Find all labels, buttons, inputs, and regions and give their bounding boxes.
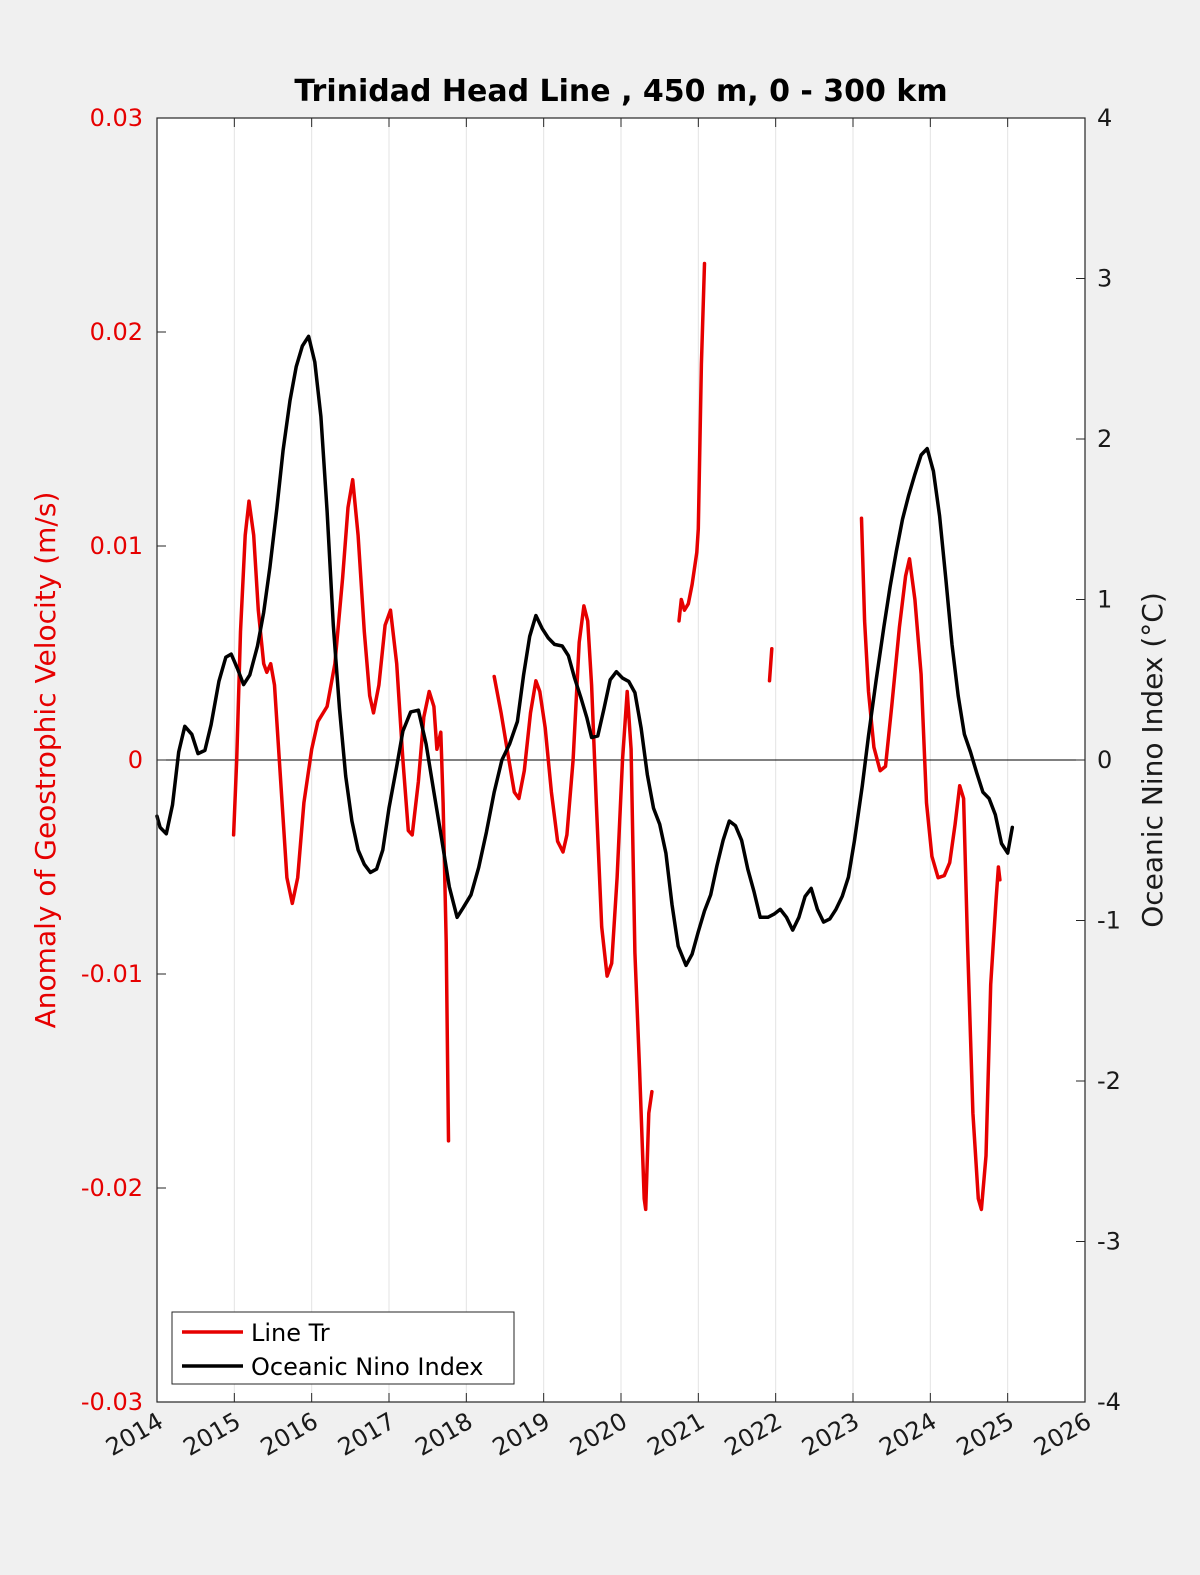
legend-label-line-tr: Line Tr	[251, 1319, 330, 1347]
series-layer	[155, 261, 1015, 1212]
y-right-tick-label: -1	[1097, 907, 1121, 935]
y-left-tick-label: -0.01	[81, 960, 143, 988]
chart-title: Trinidad Head Line , 450 m, 0 - 300 km	[294, 74, 947, 109]
y-left-tick-label: -0.03	[81, 1388, 143, 1416]
legend: Line Tr Oceanic Nino Index	[171, 1311, 515, 1385]
line-tr-series-segment	[492, 604, 654, 1212]
y-right-tick-label: -3	[1097, 1228, 1121, 1256]
y-right-tick-label: 0	[1097, 746, 1112, 774]
y-left-tick-label: 0.02	[90, 318, 143, 346]
y-right-tick-label: -2	[1097, 1067, 1121, 1095]
y-right-tick-label: 3	[1097, 265, 1112, 293]
legend-box	[171, 1311, 515, 1385]
line-tr-series-segment	[231, 477, 451, 1143]
y-left-tick-label: 0	[128, 746, 143, 774]
y-axis-left-label: Anomaly of Geostrophic Velocity (m/s)	[29, 492, 62, 1029]
line-tr-series-segment	[859, 516, 1002, 1212]
y-right-tick-label: 2	[1097, 425, 1112, 453]
y-left-tick-label: 0.03	[90, 104, 143, 132]
oni-series-segment	[155, 334, 1015, 968]
y-right-tick-label: 1	[1097, 586, 1112, 614]
y-axis-right-label: Oceanic Nino Index (°C)	[1136, 592, 1169, 928]
y-right-tick-label: 4	[1097, 104, 1112, 132]
y-right-tick-label: -4	[1097, 1388, 1121, 1416]
line-tr-series-segment	[767, 646, 774, 683]
y-left-tick-label: 0.01	[90, 532, 143, 560]
legend-label-oni: Oceanic Nino Index	[251, 1353, 483, 1381]
line-tr-series-segment	[677, 261, 707, 623]
y-left-tick-label: -0.02	[81, 1174, 143, 1202]
